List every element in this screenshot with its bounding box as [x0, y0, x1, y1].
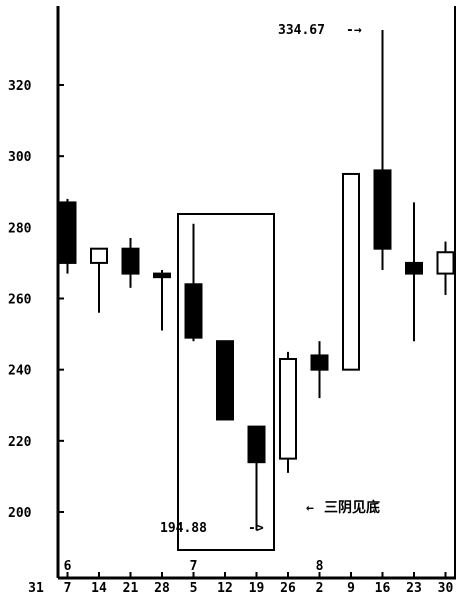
- candle-body-black: [373, 169, 392, 250]
- candle-body-black: [121, 247, 140, 275]
- y-tick-label: 320: [8, 79, 32, 94]
- high-price-label: 334.67: [278, 23, 325, 38]
- y-tick-label: 260: [8, 293, 32, 308]
- pattern-label: 三阴见底: [324, 499, 380, 516]
- candle-body-black: [153, 272, 171, 279]
- x-tick-label: 14: [91, 581, 107, 594]
- month-label: 8: [316, 559, 324, 574]
- candle-body-black: [216, 340, 234, 421]
- y-tick-label: 300: [8, 150, 32, 165]
- candle-body-white: [436, 251, 455, 275]
- y-tick-label: 220: [8, 435, 32, 450]
- x-tick-label: 26: [280, 581, 296, 594]
- x-tick-label: 31: [28, 581, 44, 594]
- low-price-label: 194.88: [160, 521, 207, 536]
- candle-body-white: [342, 172, 360, 371]
- x-tick-label: 21: [123, 581, 139, 594]
- candle-body-black: [310, 354, 329, 371]
- candle-body-black: [58, 201, 77, 264]
- x-tick-label: 19: [249, 581, 265, 594]
- low-arrow-glyph: ->: [248, 521, 264, 536]
- x-tick-label: 12: [217, 581, 233, 594]
- candle-body-black: [405, 261, 423, 275]
- ticks-layer: 200 220 240 260 280 300 320 31 7 14 21 28 5 12 19 26 2 9 1…: [8, 79, 454, 596]
- candles-layer: [58, 30, 455, 531]
- x-tick-label: 30: [438, 581, 454, 594]
- x-tick-label: 5: [190, 581, 198, 594]
- x-tick-label: 16: [375, 581, 391, 594]
- pattern-highlight-box: [177, 213, 275, 551]
- pattern-arrow-glyph: ←: [306, 501, 314, 516]
- candle-body-white: [279, 357, 297, 460]
- x-tick-label: 9: [347, 581, 355, 594]
- x-tick-label: 28: [154, 581, 170, 594]
- x-tick-label: 7: [64, 581, 72, 594]
- candle-body-white: [90, 247, 108, 264]
- month-label: 7: [190, 559, 198, 574]
- y-tick-label: 200: [8, 506, 32, 521]
- candle-body-black: [247, 425, 266, 464]
- high-arrow-glyph: -→: [346, 23, 362, 38]
- y-tick-label: 280: [8, 221, 32, 236]
- month-label: 6: [64, 559, 72, 574]
- x-tick-label: 2: [316, 581, 324, 594]
- x-tick-label: 23: [406, 581, 422, 594]
- candle-body-black: [184, 283, 203, 339]
- annotation-layer: 194.88 -> 334.67 -→ ← 三阴见底: [160, 23, 380, 551]
- y-tick-label: 240: [8, 364, 32, 379]
